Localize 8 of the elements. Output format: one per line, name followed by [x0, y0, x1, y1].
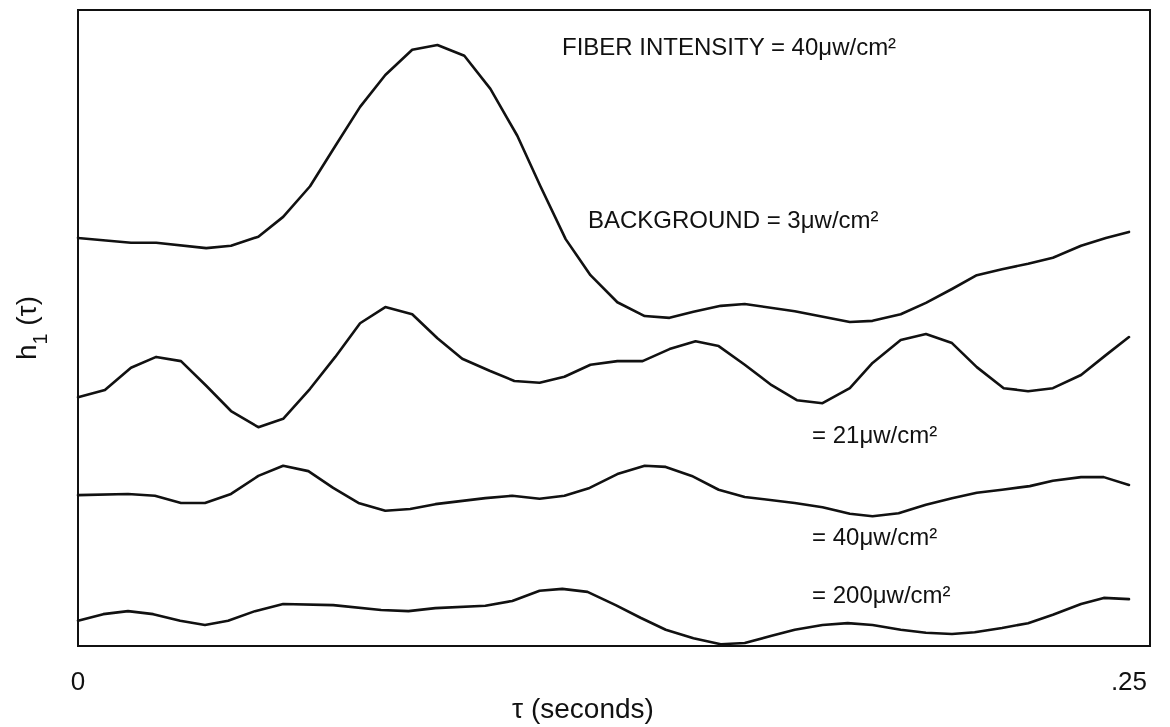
x-tick-label: 0 — [70, 666, 86, 696]
annotation: FIBER INTENSITY = 40μw/cm² — [562, 33, 897, 60]
series-label: = 40μw/cm² — [812, 523, 938, 550]
x-axis-title: τ (seconds) — [512, 693, 654, 724]
series-label: = 200μw/cm² — [812, 581, 951, 608]
series-label: = 21μw/cm² — [812, 421, 938, 448]
x-tick-label: .25 — [1110, 666, 1148, 696]
series-label: BACKGROUND = 3μw/cm² — [588, 206, 879, 233]
